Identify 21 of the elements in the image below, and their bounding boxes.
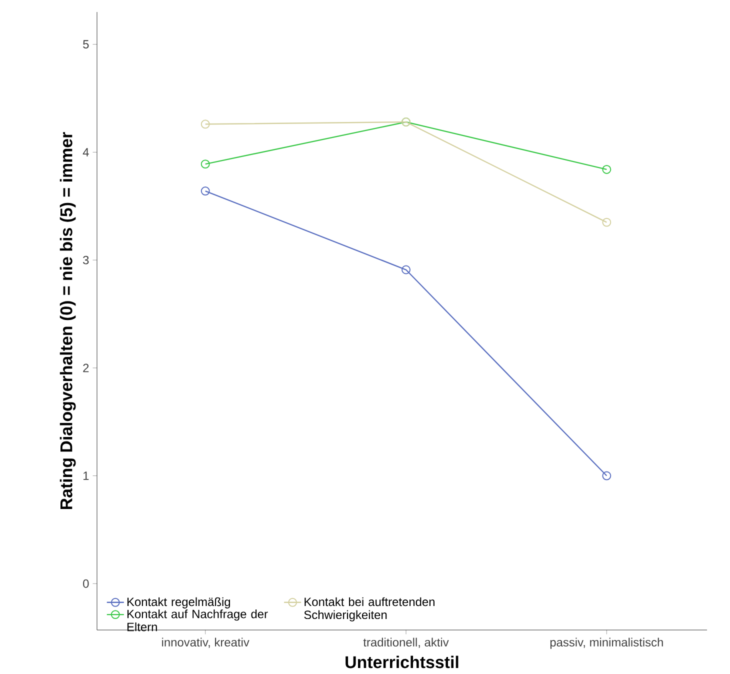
- y-tick-label: 0: [83, 579, 89, 588]
- legend-label: Kontakt bei auftretenden Schwierigkeiten: [304, 597, 434, 622]
- y-tick-label: 5: [83, 40, 89, 49]
- point: [602, 218, 612, 227]
- point: [602, 164, 612, 174]
- legend-label: Kontakt auf Nachfrage der Eltern: [127, 609, 268, 632]
- legend-label: Kontakt regelmäßig: [127, 597, 230, 608]
- y-axis-title: Rating Dialogverhalten (0) = nie bis (5) = immer: [60, 132, 76, 510]
- point: [200, 160, 210, 169]
- y-tick-label: 1: [83, 472, 89, 480]
- x-axis-title: Unterrichtsstil: [346, 656, 458, 668]
- x-tick-label: innovativ, kreativ: [162, 638, 250, 648]
- x-tick-label: passiv, minimalistisch: [550, 638, 663, 649]
- y-tick-label: 4: [82, 148, 89, 156]
- point: [402, 265, 411, 274]
- x-tick-label: traditionell, aktiv: [363, 638, 449, 648]
- point: [200, 120, 210, 129]
- y-tick-label: 2: [83, 364, 89, 372]
- point: [602, 471, 612, 480]
- y-tick-label: 3: [83, 256, 89, 264]
- point: [200, 186, 210, 196]
